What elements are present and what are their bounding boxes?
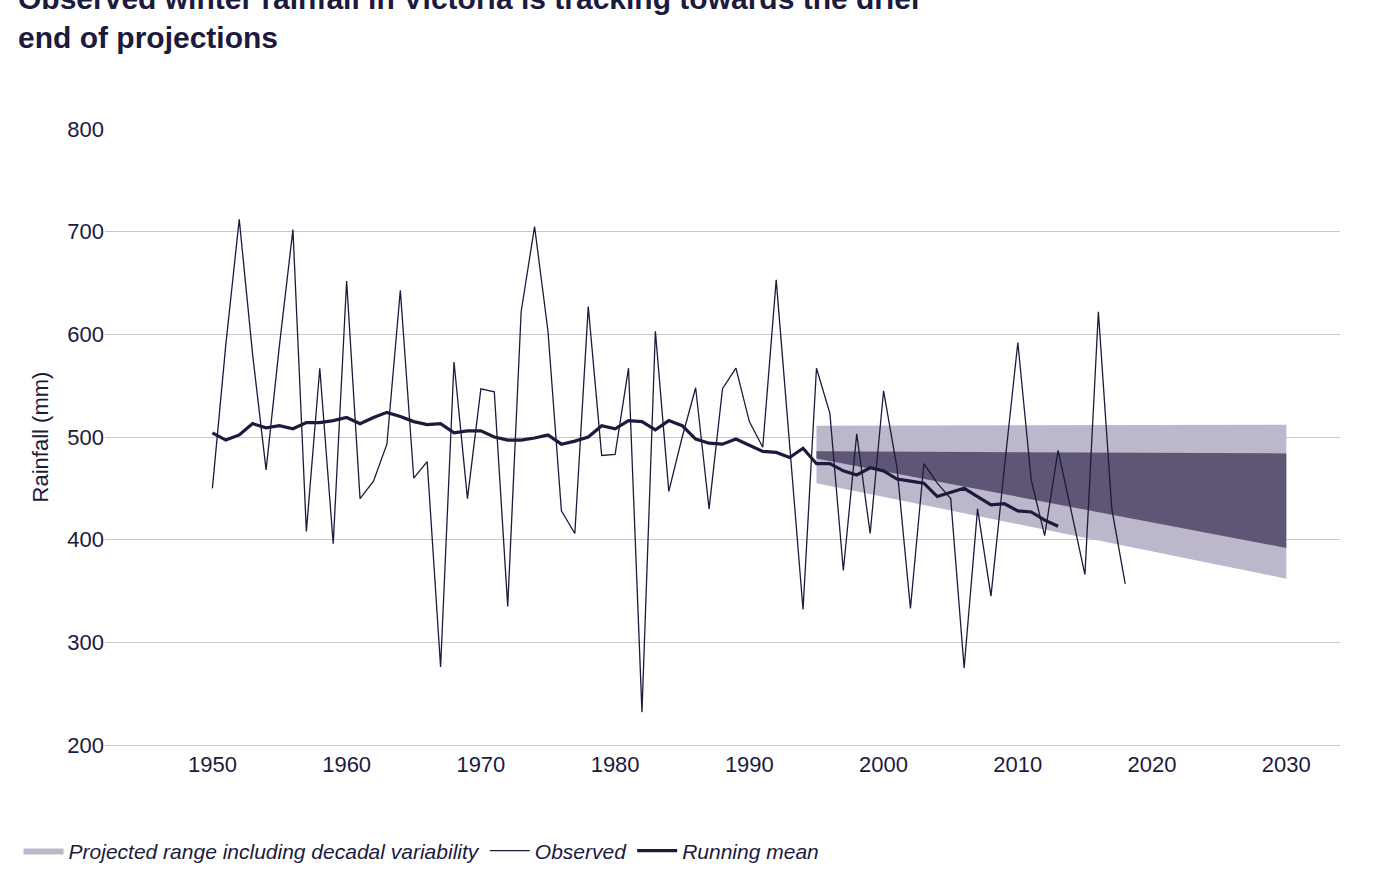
- svg-text:Observed winter rainfall in Vi: Observed winter rainfall in Victoria is …: [18, 0, 923, 54]
- svg-text:400: 400: [67, 527, 104, 552]
- svg-text:700: 700: [67, 219, 104, 244]
- svg-text:600: 600: [67, 322, 104, 347]
- svg-text:2010: 2010: [993, 752, 1042, 777]
- svg-text:Observed: Observed: [535, 840, 627, 863]
- svg-text:2020: 2020: [1128, 752, 1177, 777]
- svg-text:Running mean: Running mean: [682, 840, 819, 863]
- svg-text:200: 200: [67, 733, 104, 758]
- svg-text:1960: 1960: [322, 752, 371, 777]
- svg-text:1990: 1990: [725, 752, 774, 777]
- svg-text:800: 800: [67, 117, 104, 142]
- svg-text:Projected range including deca: Projected range including decadal variab…: [69, 840, 480, 863]
- svg-text:300: 300: [67, 630, 104, 655]
- svg-text:2000: 2000: [859, 752, 908, 777]
- svg-text:2030: 2030: [1262, 752, 1311, 777]
- svg-text:1970: 1970: [456, 752, 505, 777]
- svg-text:500: 500: [67, 425, 104, 450]
- svg-text:1980: 1980: [591, 752, 640, 777]
- svg-text:1950: 1950: [188, 752, 237, 777]
- svg-text:Rainfall (mm): Rainfall (mm): [28, 372, 53, 503]
